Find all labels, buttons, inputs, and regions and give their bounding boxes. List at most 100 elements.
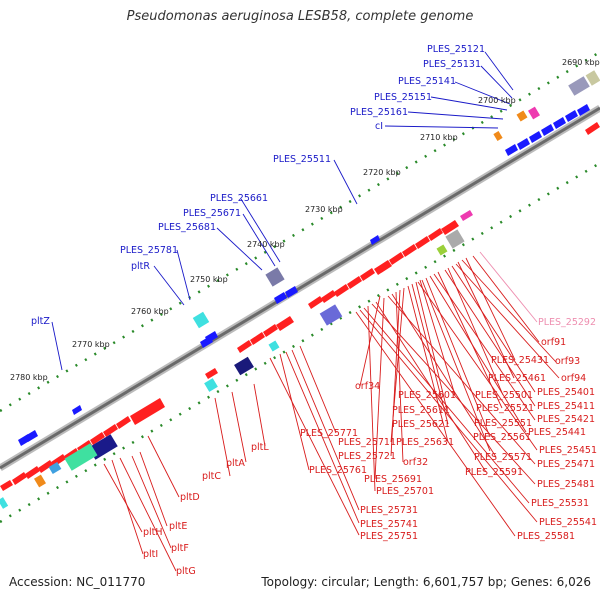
reverse-gene xyxy=(12,472,27,485)
gene-label: PLES_25411 xyxy=(537,401,595,412)
gene-label: PLES_25292 xyxy=(538,317,596,328)
forward-gene xyxy=(265,267,285,287)
reverse-gene xyxy=(445,229,465,249)
forward-gene xyxy=(541,124,554,136)
reverse-gene xyxy=(374,260,392,275)
reverse-gene xyxy=(460,210,473,221)
reverse-gene-labels: orf91 PLES_25431 orf93 PLES_25461 orf94 … xyxy=(143,337,597,577)
forward-gene xyxy=(516,110,528,122)
reverse-gene xyxy=(234,356,254,376)
gene-label: PLES_25461 xyxy=(488,373,546,384)
gene-label: pltE xyxy=(169,521,187,532)
gene-label: PLES_25591 xyxy=(465,467,523,478)
gene-label: PLES_25581 xyxy=(517,531,575,542)
gene-label: orf93 xyxy=(555,356,580,367)
forward-gene-labels: PLES_25121 PLES_25131 PLES_25141 PLES_25… xyxy=(31,44,485,327)
gene-label: PLES_25141 xyxy=(398,76,456,87)
gene-label: PLES_25571 xyxy=(474,452,532,463)
reverse-gene xyxy=(428,228,443,241)
forward-gene xyxy=(493,131,503,141)
gene-label: PLES_25691 xyxy=(364,474,422,485)
reverse-gene xyxy=(347,276,362,289)
gene-label: PLES_25481 xyxy=(537,479,595,490)
gene-label: PLES_25621 xyxy=(392,419,450,430)
gene-label: PLES_25161 xyxy=(350,107,408,118)
reverse-gene xyxy=(0,480,13,491)
reverse-callouts xyxy=(103,255,560,572)
gene-label: PLES_25431 xyxy=(491,355,549,366)
gene-label: PLES_25421 xyxy=(537,414,595,425)
forward-gene xyxy=(72,405,82,415)
gene-label: cI xyxy=(375,121,383,132)
gene-label: PLES_25701 xyxy=(376,486,434,497)
gene-label: PLES_25671 xyxy=(183,208,241,219)
gene-label: PLES_25511 xyxy=(273,154,331,165)
reverse-gene xyxy=(205,368,218,379)
forward-gene xyxy=(192,311,210,329)
forward-gene xyxy=(553,117,566,129)
tick-label: 2710 kbp xyxy=(420,133,458,142)
reverse-gene xyxy=(25,466,40,479)
gene-label: PLES_25121 xyxy=(427,44,485,55)
forward-gene xyxy=(527,106,541,120)
gene-label: orf32 xyxy=(403,457,428,468)
forward-callouts xyxy=(51,51,514,371)
reverse-gene xyxy=(585,122,600,135)
gene-label: pltD xyxy=(180,492,200,503)
gene-label: PLES_25761 xyxy=(309,465,367,476)
gene-label: PLES_25501 xyxy=(475,390,533,401)
forward-strand-features xyxy=(18,70,600,446)
reverse-gene xyxy=(321,290,336,303)
gene-label: PLES_25401 xyxy=(537,387,595,398)
forward-gene xyxy=(565,110,578,122)
gene-label: PLES_25771 xyxy=(300,428,358,439)
gene-label: pltL xyxy=(251,442,269,453)
gene-label: pltI xyxy=(143,549,158,560)
gene-label: pltC xyxy=(202,471,221,482)
gene-label: PLES_25451 xyxy=(539,445,597,456)
reverse-gene xyxy=(204,378,218,392)
gene-label: PLES_25731 xyxy=(360,505,418,516)
reverse-gene xyxy=(319,304,343,326)
tick-label: 2740 kbp xyxy=(247,240,285,249)
gene-label: pltF xyxy=(171,543,189,554)
gene-label: PLES_25721 xyxy=(338,451,396,462)
accession-text: Accession: NC_011770 xyxy=(9,575,146,589)
gene-label: PLES_25601 xyxy=(398,390,456,401)
forward-gene xyxy=(274,292,287,304)
gene-label: pltR xyxy=(131,261,150,272)
tick-label: 2690 kbp xyxy=(562,58,600,67)
reverse-gene xyxy=(360,268,375,281)
reverse-gene xyxy=(237,340,252,353)
gene-label: orf34 xyxy=(355,381,380,392)
reverse-gene xyxy=(103,424,118,437)
gene-label: PLES_25711 xyxy=(338,437,396,448)
reverse-gene xyxy=(38,460,53,473)
reverse-gene xyxy=(90,432,105,445)
reverse-gene xyxy=(436,244,448,256)
reverse-gene xyxy=(64,443,98,471)
gene-label: pltZ xyxy=(31,316,50,327)
reverse-gene xyxy=(263,324,278,337)
forward-gene xyxy=(585,70,600,86)
gene-label: PLES_25631 xyxy=(396,437,454,448)
forward-gene xyxy=(568,76,590,96)
forward-gene xyxy=(25,430,38,442)
genome-backbone xyxy=(0,104,600,472)
tick-label: 2770 kbp xyxy=(72,340,110,349)
tick-label: 2730 kbp xyxy=(305,205,343,214)
tick-label: 2780 kbp xyxy=(10,373,48,382)
forward-gene xyxy=(517,138,530,150)
forward-gene xyxy=(370,235,380,245)
reverse-strand-features xyxy=(0,122,600,509)
gene-label: PLES_25521 xyxy=(476,403,534,414)
reverse-gene xyxy=(268,340,280,352)
gene-label: PLES_25441 xyxy=(528,427,586,438)
reverse-gene xyxy=(33,474,47,488)
gene-label: PLES_25781 xyxy=(120,245,178,256)
gene-label: PLES_25751 xyxy=(360,531,418,542)
map-title: Pseudomonas aeruginosa LESB58, complete … xyxy=(126,9,474,24)
reverse-gene xyxy=(48,461,62,475)
